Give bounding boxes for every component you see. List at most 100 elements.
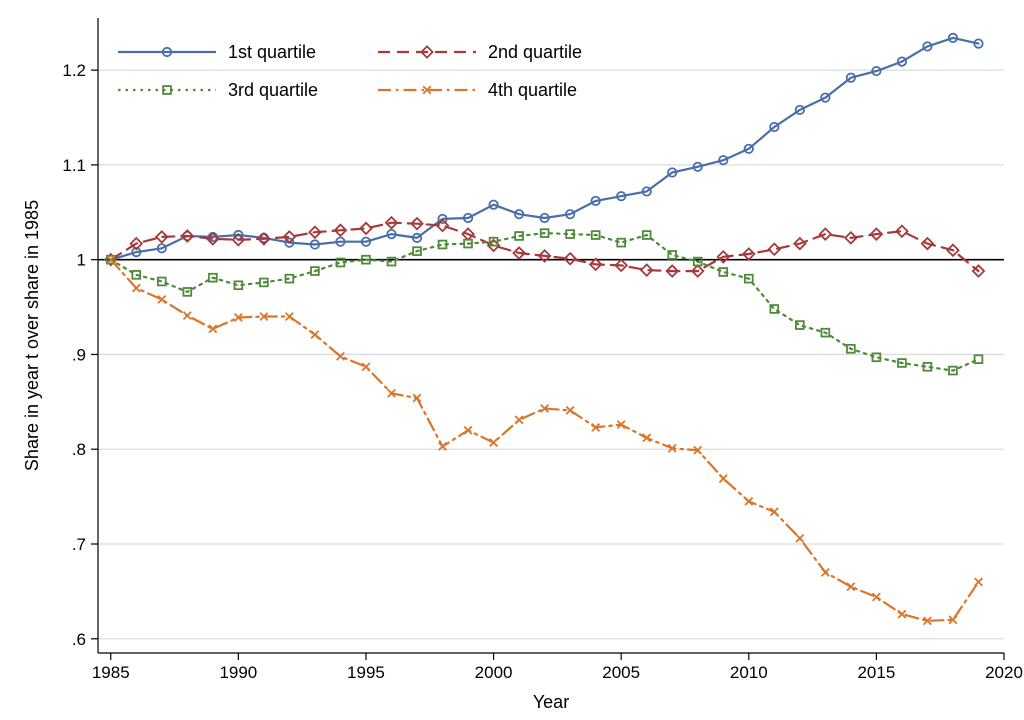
series-1st-quartile — [105, 32, 984, 265]
data-point — [769, 507, 779, 517]
data-point — [871, 592, 881, 602]
data-point — [667, 443, 677, 453]
data-point — [384, 215, 399, 230]
data-point — [231, 232, 246, 247]
data-point — [182, 287, 193, 297]
data-point — [259, 277, 269, 288]
data-point — [642, 433, 652, 443]
data-point — [871, 65, 882, 77]
data-point — [154, 230, 169, 244]
data-point — [161, 46, 173, 58]
legend-item: 4th quartile — [378, 80, 577, 100]
data-point — [131, 270, 142, 280]
data-point — [387, 388, 396, 398]
data-point — [539, 228, 550, 238]
x-tick-label: 1995 — [347, 663, 385, 682]
series-3rd-quartile — [105, 228, 984, 376]
data-point — [259, 312, 269, 321]
legend-label: 4th quartile — [488, 80, 577, 100]
y-tick-label: .6 — [72, 630, 86, 649]
data-point — [641, 230, 652, 240]
data-point — [539, 212, 550, 224]
data-point — [420, 45, 434, 59]
data-point — [795, 320, 805, 330]
y-tick-label: .9 — [72, 345, 86, 364]
legend: 1st quartile 2nd quartile 3rd quartile 4th … — [118, 42, 582, 100]
data-point — [692, 256, 703, 267]
data-point — [565, 405, 575, 415]
data-point — [639, 263, 654, 277]
data-point — [182, 311, 192, 321]
x-tick-label: 1985 — [92, 663, 130, 682]
data-point — [946, 243, 960, 258]
data-point — [463, 238, 473, 249]
data-point — [844, 231, 858, 245]
data-point — [818, 227, 833, 241]
data-point — [129, 236, 144, 251]
data-point — [386, 228, 397, 240]
data-point — [565, 229, 575, 239]
data-point — [588, 257, 603, 272]
data-point — [693, 445, 703, 455]
data-point — [616, 420, 626, 430]
data-point — [333, 223, 348, 238]
data-point — [718, 474, 728, 484]
data-point — [846, 343, 856, 354]
data-point — [488, 199, 499, 210]
data-point — [410, 216, 424, 231]
data-point — [871, 352, 882, 363]
y-tick-label: .8 — [72, 440, 86, 459]
data-point — [769, 121, 780, 133]
data-point — [590, 230, 601, 240]
data-point — [741, 247, 756, 261]
data-point — [820, 92, 831, 103]
data-point — [922, 41, 933, 52]
legend-label: 2nd quartile — [488, 42, 582, 62]
series-2nd-quartile — [103, 215, 986, 278]
data-point — [411, 232, 423, 243]
series-line — [109, 36, 980, 261]
data-point — [948, 365, 958, 376]
data-point — [845, 72, 856, 83]
x-axis-label: Year — [533, 692, 569, 712]
data-point — [284, 312, 294, 321]
y-tick-label: 1.2 — [62, 61, 86, 80]
data-point — [769, 304, 780, 314]
data-point — [513, 209, 525, 220]
data-point — [565, 209, 576, 220]
data-point — [514, 415, 524, 425]
data-point — [846, 582, 856, 592]
data-point — [335, 257, 346, 268]
data-point — [309, 239, 321, 250]
data-point — [488, 236, 499, 247]
data-point — [437, 213, 448, 225]
data-point — [361, 254, 371, 265]
data-point — [208, 272, 218, 283]
axes: .6 .7 .8 .9 1 1.1 1.2 1985 1990 1995 2000 2005 2010 2… — [62, 18, 1023, 682]
data-point — [971, 264, 986, 278]
data-point — [665, 264, 680, 278]
x-tick-label: 2000 — [475, 663, 513, 682]
data-point — [310, 330, 320, 339]
data-point — [920, 236, 935, 251]
data-point — [205, 231, 220, 246]
data-point — [233, 313, 243, 322]
data-point — [106, 255, 116, 265]
data-point — [820, 568, 830, 577]
data-point — [435, 218, 450, 233]
data-point — [744, 496, 754, 506]
data-point — [359, 221, 373, 236]
data-point — [563, 251, 578, 266]
data-point — [308, 225, 322, 240]
data-point — [412, 246, 422, 256]
data-point — [233, 280, 244, 291]
data-point — [131, 283, 141, 293]
y-tick-label: 1 — [77, 251, 86, 270]
x-tick-label: 2015 — [857, 663, 895, 682]
gridlines — [98, 69, 1004, 640]
data-point — [922, 361, 933, 372]
data-point — [718, 155, 729, 166]
data-point — [897, 609, 907, 619]
y-axis-label: Share in year t over share in 1985 — [22, 200, 42, 471]
data-point — [422, 85, 432, 95]
